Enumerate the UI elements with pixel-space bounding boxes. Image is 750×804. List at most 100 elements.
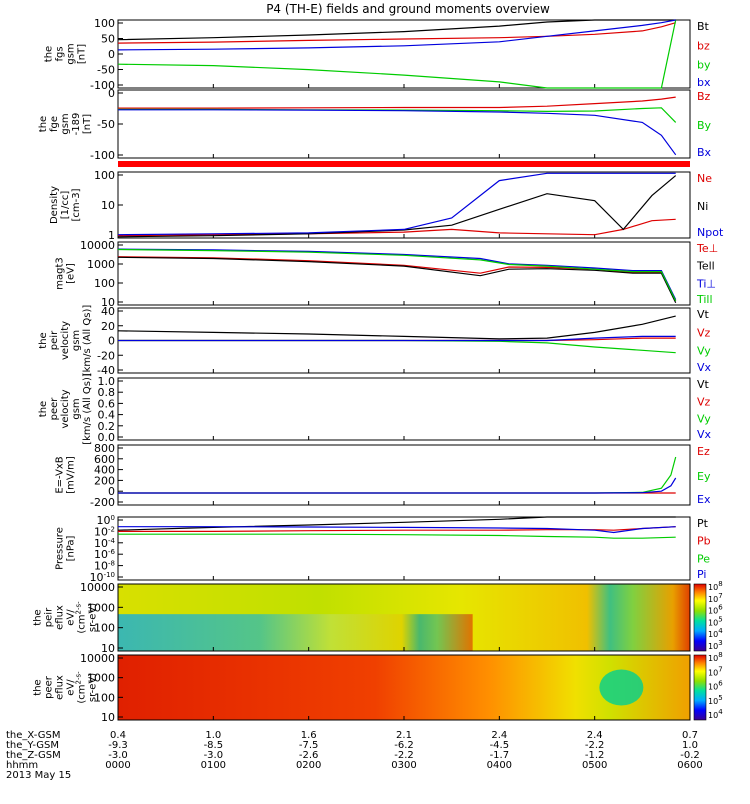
- legend-entry: Ey: [697, 470, 711, 483]
- series-line: [118, 533, 676, 539]
- y-axis-label-line: fgs: [55, 46, 66, 61]
- colorbar-tick-label: 105: [708, 615, 723, 627]
- y-tick-label: 0: [108, 87, 115, 100]
- legend-entry: Vy: [697, 413, 711, 426]
- orbit-row-label: the_Y-GSM: [6, 740, 59, 751]
- legend-entry: Pe: [697, 552, 710, 565]
- legend-entry: Vz: [697, 395, 711, 408]
- y-tick-label: 0.4: [98, 409, 116, 422]
- y-axis-label-line: Density: [49, 186, 60, 224]
- heatmap-low-energy-band: [118, 614, 473, 651]
- series-line: [117, 248, 677, 302]
- series-line: [118, 477, 677, 494]
- y-tick-label: 100: [94, 691, 115, 704]
- y-tick-label: 1000: [87, 258, 115, 271]
- y-tick-label: 40: [101, 305, 115, 318]
- y-tick-label: -100: [90, 149, 115, 162]
- y-tick-label: -50: [97, 64, 115, 77]
- colorbar-tick-label: 108: [708, 651, 723, 663]
- legend-entry: Ez: [697, 445, 710, 458]
- orbit-value: -3.0: [108, 750, 128, 761]
- y-axis-label-line: fge: [49, 116, 60, 132]
- y-tick-label: 10000: [80, 652, 115, 665]
- y-axis-label-line: eV/: [66, 679, 77, 696]
- colorbar-tick-label: 105: [708, 694, 723, 706]
- series-line: [117, 19, 676, 51]
- y-axis-label-line: gsm: [66, 43, 77, 64]
- legend-entry: Vx: [697, 428, 712, 441]
- series-line: [117, 256, 677, 302]
- y-axis-label: Pressure [nPa]: [55, 527, 77, 570]
- colorbar: [693, 583, 707, 652]
- y-axis-label-line: [cm-3]: [71, 188, 82, 221]
- y-axis-label-line: the: [38, 332, 49, 348]
- series-line: [118, 335, 676, 342]
- series-line: [117, 175, 677, 238]
- y-axis-label-line: velocity: [60, 389, 71, 428]
- y-axis-label: the peir velocity gsm [km/s (All Qs)]: [38, 305, 93, 377]
- colorbar-tick-label: 106: [708, 680, 723, 692]
- orbit-value: -2.2: [585, 740, 605, 751]
- y-axis-label-line: the: [38, 401, 49, 417]
- y-tick-label: 200: [94, 474, 115, 487]
- orbit-value: 0.7: [682, 730, 698, 741]
- y-axis-label-line: [eV]: [66, 263, 77, 284]
- y-tick-label: 100: [97, 514, 115, 527]
- y-tick-label: 0.6: [98, 397, 116, 410]
- y-axis-label-line: the: [38, 116, 49, 132]
- y-axis-label-line: (cm2-s-: [75, 671, 88, 704]
- series-line: [117, 516, 676, 531]
- figure-title: P4 (TH-E) fields and ground moments over…: [266, 2, 550, 16]
- y-axis-label: E=-VxB [mV/m]: [55, 456, 77, 494]
- date-label: 2013 May 15: [6, 770, 71, 781]
- y-axis-label-line: [km/s (All Qs)]: [82, 373, 93, 445]
- legend-entry: Vt: [697, 378, 710, 391]
- orbit-value: 1.0: [205, 730, 221, 741]
- legend-entry: bz: [697, 39, 710, 52]
- legend-entry: Ni: [697, 200, 708, 213]
- colorbar-tick-label: 107: [708, 665, 723, 677]
- heatmap-cavity: [599, 669, 644, 706]
- y-axis-label-line: peir: [44, 607, 55, 627]
- y-axis-label-line: [1/cc]: [60, 191, 71, 220]
- y-axis-label-line: eflux: [55, 675, 66, 700]
- y-axis-label-line: sr-eV): [88, 673, 99, 702]
- y-axis-label-line: gsm: [71, 330, 82, 351]
- y-tick-label: 50: [101, 33, 115, 46]
- series-line: [117, 315, 676, 340]
- y-tick-label: 0: [108, 48, 115, 61]
- y-axis-label-line: the: [44, 46, 55, 62]
- orbit-value: 0.4: [110, 730, 126, 741]
- y-tick-label: 1000: [87, 672, 115, 685]
- y-axis-label-line: [nT]: [77, 44, 88, 64]
- orbit-value: -2.2: [394, 750, 414, 761]
- panel-frame: [117, 89, 691, 159]
- orbit-value: 0100: [201, 760, 226, 771]
- panel-5: 40 20 0-20 -40 the peir velocity gsm [km/s (All …: [38, 305, 712, 377]
- series-line: [118, 526, 676, 534]
- legend-entry: Bt: [697, 20, 710, 33]
- y-tick-label: 100: [94, 622, 115, 635]
- y-tick-label: 1: [108, 229, 115, 242]
- orbit-value: -3.0: [204, 750, 224, 761]
- panel-2: 0 -50 -100 the fge gsm -189 [nT] Bz By Bx: [38, 87, 712, 167]
- legend-entry: Till: [696, 293, 713, 306]
- orbit-value: -1.2: [585, 750, 605, 761]
- legend-entry: Bz: [697, 90, 711, 103]
- y-tick-label: -40: [97, 364, 115, 377]
- y-tick-label: 10: [101, 199, 115, 212]
- y-axis-label-line: the: [33, 679, 44, 695]
- panel-6: 1.00.80.60.40.20.0 the peer velocity gsm [km/…: [38, 373, 712, 445]
- series-line: [117, 172, 676, 236]
- series-line: [117, 248, 677, 300]
- y-axis-label-line: the: [33, 609, 44, 625]
- orbit-value: -7.5: [299, 740, 319, 751]
- orbit-value: 1.0: [682, 740, 698, 751]
- legend-entry: Vz: [697, 326, 711, 339]
- orbit-value: -2.6: [299, 750, 319, 761]
- y-axis-label-line: peer: [44, 675, 55, 699]
- legend-entry: Ex: [697, 493, 711, 506]
- y-axis-label-line: magt3: [55, 257, 66, 290]
- colorbar: [693, 654, 707, 721]
